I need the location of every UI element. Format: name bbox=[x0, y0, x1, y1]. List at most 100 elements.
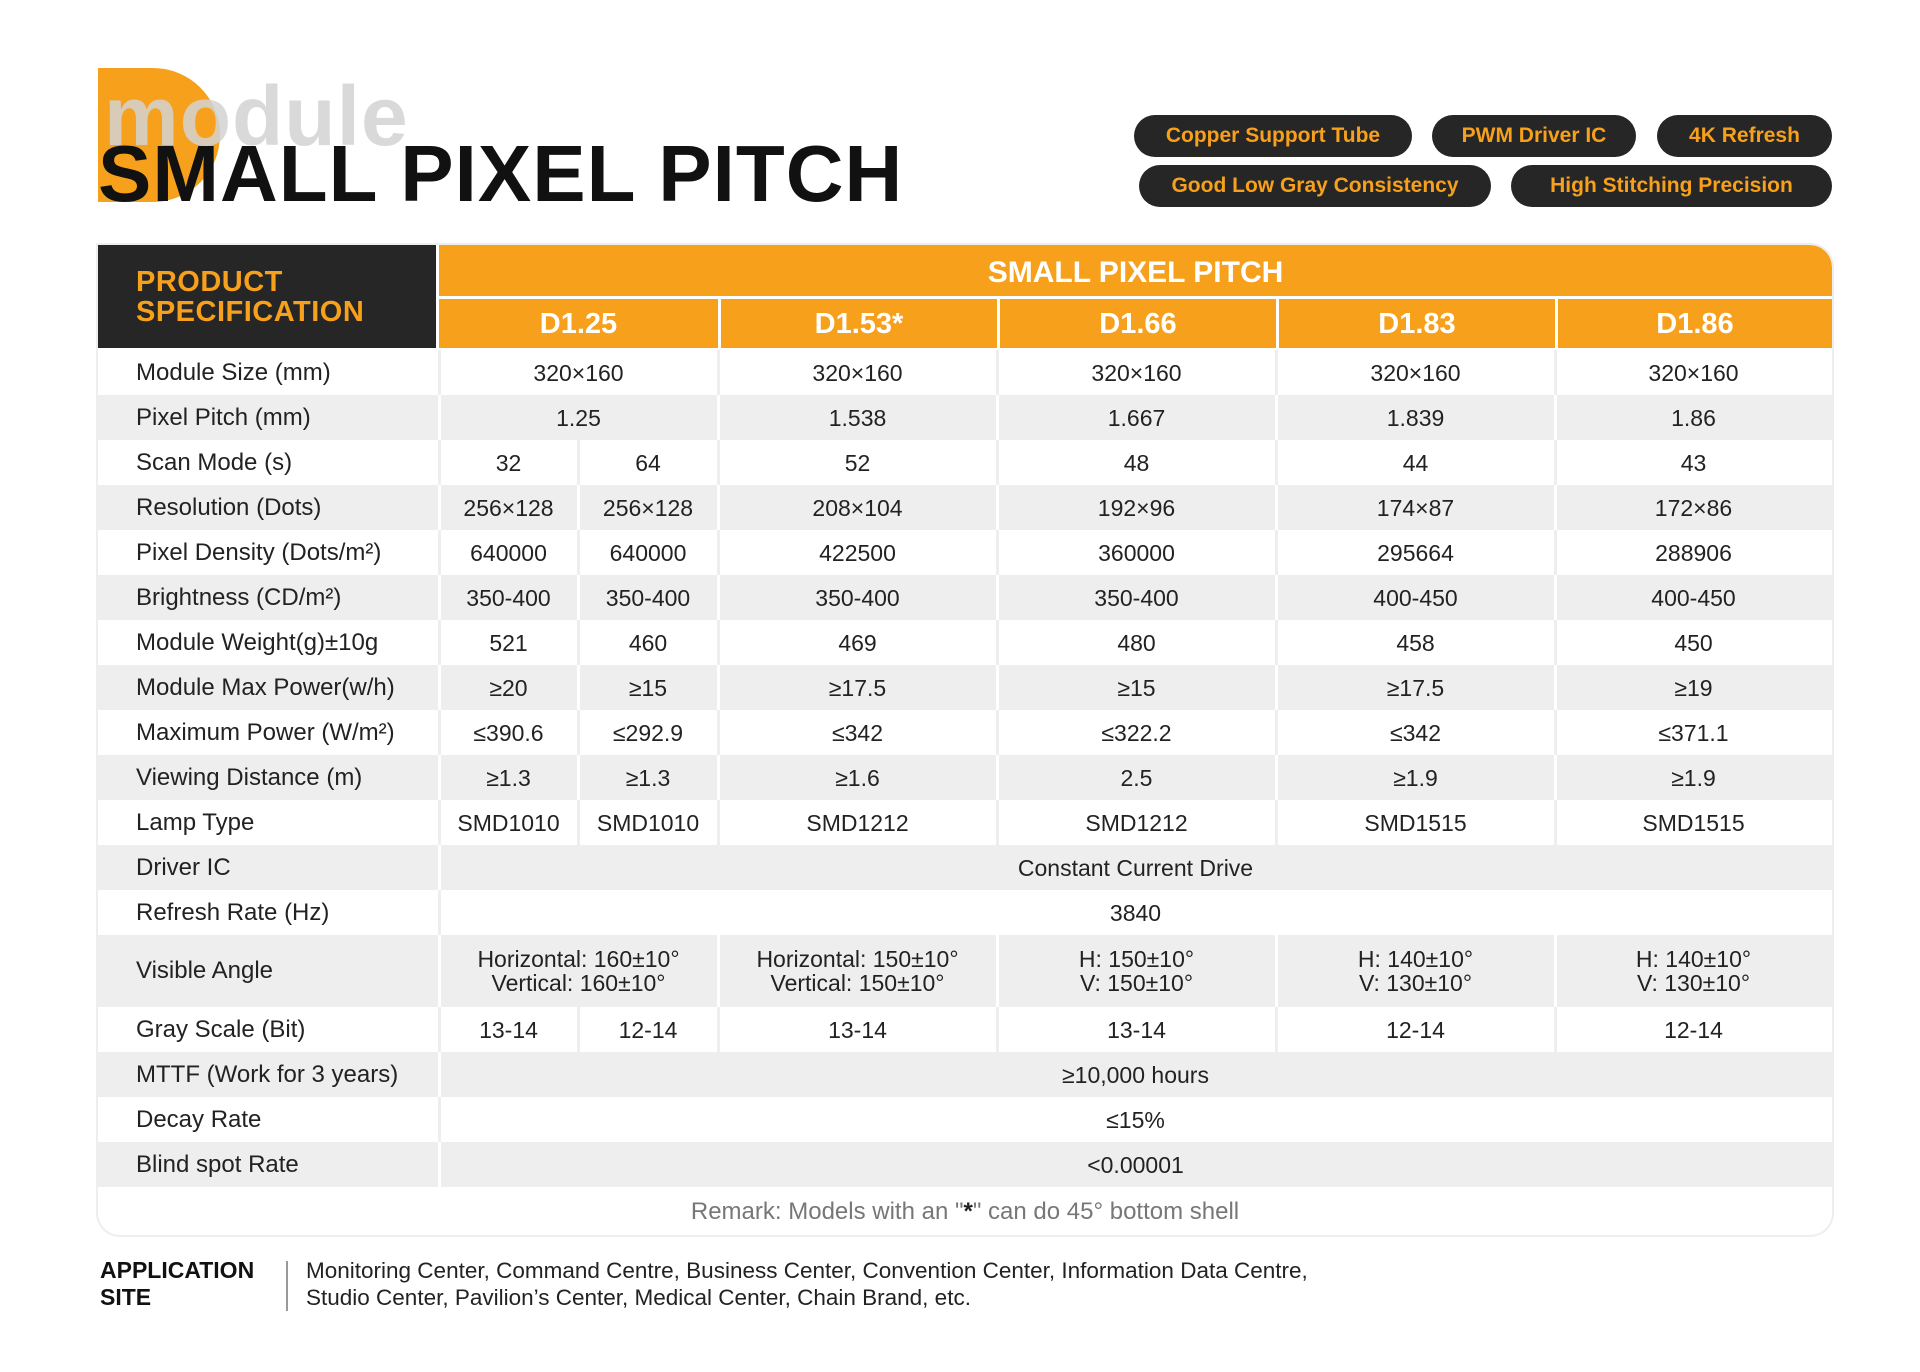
spec-value: 460 bbox=[628, 629, 668, 656]
spec-row: Module Weight(g)±10g 521 460 469 480 458 450 bbox=[98, 620, 1832, 665]
column-divider bbox=[1275, 620, 1278, 665]
column-divider bbox=[577, 440, 580, 485]
spec-value: 1.538 bbox=[828, 404, 887, 431]
column-divider bbox=[1275, 395, 1278, 440]
column-divider bbox=[1554, 755, 1557, 800]
spec-value: H: 140±10° V: 130±10° bbox=[1276, 935, 1555, 1007]
column-divider bbox=[1554, 1007, 1557, 1052]
column-divider bbox=[438, 530, 441, 575]
spec-value: ≥20 bbox=[489, 674, 528, 701]
column-divider bbox=[1554, 575, 1557, 620]
spec-value: ≤292.9 bbox=[612, 719, 684, 746]
column-divider bbox=[577, 485, 580, 530]
spec-label: Module Size (mm) bbox=[136, 358, 331, 386]
spec-value: 12-14 bbox=[1386, 1016, 1445, 1043]
spec-value: 320×160 bbox=[812, 359, 903, 386]
column-divider bbox=[717, 620, 720, 665]
column-divider bbox=[717, 530, 720, 575]
spec-label: Pixel Density (Dots/m²) bbox=[136, 538, 382, 566]
spec-value: 48 bbox=[1123, 449, 1150, 476]
column-divider bbox=[577, 665, 580, 710]
spec-value: SMD1515 bbox=[1364, 809, 1467, 836]
column-divider bbox=[1275, 665, 1278, 710]
feature-badge-4k-refresh: 4K Refresh bbox=[1657, 115, 1832, 157]
spec-label: Scan Mode (s) bbox=[136, 448, 293, 476]
spec-value: ≥19 bbox=[1674, 674, 1713, 701]
application-label-line1: APPLICATION bbox=[100, 1257, 255, 1283]
spec-value: ≤371.1 bbox=[1658, 719, 1729, 746]
spec-value: 1.667 bbox=[1107, 404, 1166, 431]
spec-value: 320×160 bbox=[533, 359, 624, 386]
column-divider bbox=[1275, 755, 1278, 800]
spec-row: Refresh Rate (Hz) 3840 bbox=[98, 890, 1832, 935]
spec-value: ≤322.2 bbox=[1101, 719, 1172, 746]
column-divider bbox=[1275, 530, 1278, 575]
remark-text-after: " can do 45° bottom shell bbox=[972, 1198, 1240, 1225]
feature-badge-low-gray-consistency: Good Low Gray Consistency bbox=[1139, 165, 1491, 207]
column-divider bbox=[1275, 440, 1278, 485]
column-divider bbox=[438, 845, 441, 890]
feature-badge-copper-support-tube: Copper Support Tube bbox=[1134, 115, 1412, 157]
remark-star: * bbox=[963, 1198, 973, 1225]
spec-value: ≥10,000 hours bbox=[1062, 1061, 1209, 1088]
spec-value: 640000 bbox=[470, 539, 547, 566]
column-divider bbox=[438, 890, 441, 935]
spec-corner-header: PRODUCT SPECIFICATION bbox=[98, 245, 436, 348]
spec-value: 350-400 bbox=[1094, 584, 1179, 611]
spec-value: SMD1010 bbox=[596, 809, 700, 836]
spec-corner-line1: PRODUCT bbox=[136, 266, 283, 298]
column-divider bbox=[996, 440, 999, 485]
spec-value: ≥1.3 bbox=[625, 764, 671, 791]
group-title: SMALL PIXEL PITCH bbox=[987, 256, 1284, 289]
column-divider bbox=[996, 1007, 999, 1052]
remark-text-before: Remark: Models with an " bbox=[690, 1198, 964, 1225]
spec-corner-line2: SPECIFICATION bbox=[136, 296, 365, 328]
spec-value-line: Vertical: 160±10° bbox=[491, 970, 666, 996]
column-divider bbox=[1554, 395, 1557, 440]
spec-value: 521 bbox=[489, 629, 528, 656]
spec-label: Blind spot Rate bbox=[136, 1150, 299, 1178]
column-divider bbox=[438, 1142, 441, 1187]
column-divider bbox=[438, 1007, 441, 1052]
column-divider bbox=[717, 440, 720, 485]
spec-row: Driver IC Constant Current Drive bbox=[98, 845, 1832, 890]
spec-value: 12-14 bbox=[1664, 1016, 1723, 1043]
column-divider bbox=[1554, 440, 1557, 485]
model-header-d183: D1.83 bbox=[1276, 299, 1555, 348]
spec-label: Module Max Power(w/h) bbox=[136, 673, 395, 701]
column-divider bbox=[438, 485, 441, 530]
spec-value: 640000 bbox=[609, 539, 687, 566]
column-divider bbox=[1275, 800, 1278, 845]
column-divider bbox=[996, 530, 999, 575]
column-divider bbox=[1275, 1007, 1278, 1052]
spec-value: ≥1.3 bbox=[486, 764, 531, 791]
column-divider bbox=[438, 620, 441, 665]
spec-value: 469 bbox=[838, 629, 877, 656]
column-divider bbox=[996, 800, 999, 845]
spec-value: SMD1212 bbox=[806, 809, 909, 836]
spec-value: 350-400 bbox=[815, 584, 900, 611]
spec-value-line: H: 140±10° bbox=[1635, 946, 1752, 972]
application-divider bbox=[286, 1261, 288, 1311]
column-divider bbox=[717, 575, 720, 620]
ghost-word: module bbox=[104, 69, 409, 163]
column-divider bbox=[1554, 350, 1557, 395]
spec-value: SMD1212 bbox=[1085, 809, 1188, 836]
header-divider bbox=[439, 296, 1832, 299]
spec-value-line: H: 140±10° bbox=[1357, 946, 1474, 972]
spec-value: ≥1.6 bbox=[835, 764, 880, 791]
spec-label: Lamp Type bbox=[136, 808, 255, 836]
column-divider bbox=[996, 395, 999, 440]
feature-badge-stitching-precision: High Stitching Precision bbox=[1511, 165, 1832, 207]
column-divider bbox=[717, 755, 720, 800]
remark-note: Remark: Models with an "*" can do 45° bo… bbox=[98, 1188, 1832, 1235]
spec-value: 400-450 bbox=[1651, 584, 1736, 611]
spec-label: Gray Scale (Bit) bbox=[136, 1015, 306, 1043]
spec-row: Lamp Type SMD1010 SMD1010 SMD1212 SMD1212 SMD… bbox=[98, 800, 1832, 845]
spec-value: 350-400 bbox=[466, 584, 551, 611]
spec-label: Decay Rate bbox=[136, 1105, 262, 1133]
spec-value-line: H: 150±10° bbox=[1078, 946, 1195, 972]
spec-value: ≤342 bbox=[832, 719, 883, 746]
spec-value-line: Vertical: 150±10° bbox=[770, 970, 945, 996]
page-title: SMALL PIXEL PITCH bbox=[98, 129, 904, 218]
